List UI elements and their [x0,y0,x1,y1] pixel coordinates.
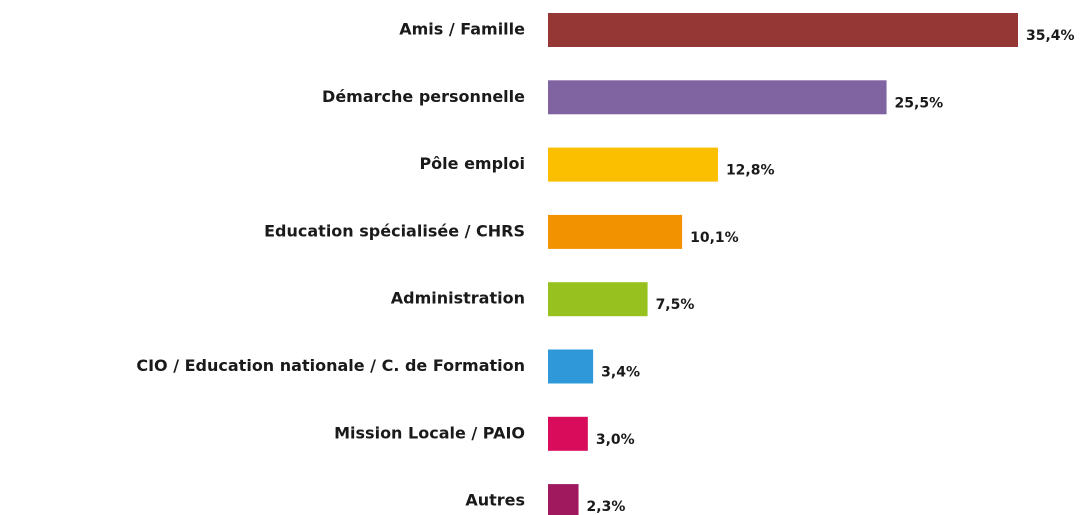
bar [548,147,718,182]
value-label: 2,3% [587,499,626,515]
bar [548,416,588,451]
bar [548,214,683,249]
bar [548,282,648,317]
bar [548,484,579,515]
bar [548,13,1018,47]
bar [548,80,887,115]
category-label: Démarche personnelle [322,87,525,106]
category-label: Administration [391,289,525,308]
category-label: Pôle emploi [419,154,525,173]
value-label: 12,8% [726,163,775,179]
bar [548,349,594,384]
value-label: 25,5% [895,95,944,111]
category-label: Amis / Famille [399,20,525,39]
value-label: 3,0% [596,432,635,448]
value-label: 35,4% [1026,28,1075,44]
value-label: 7,5% [656,297,695,313]
category-label: Autres [465,491,525,510]
category-label: Education spécialisée / CHRS [264,221,525,240]
category-label: Mission Locale / PAIO [334,423,525,442]
value-label: 10,1% [690,230,739,246]
value-label: 3,4% [601,365,640,381]
category-label: CIO / Education nationale / C. de Format… [136,356,525,375]
